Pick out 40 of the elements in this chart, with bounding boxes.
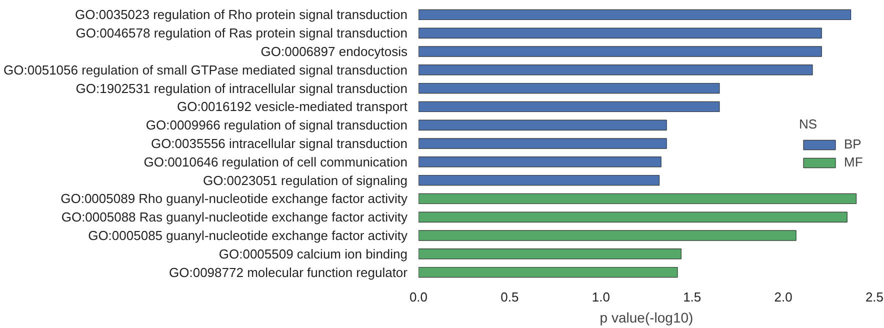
bar — [418, 101, 720, 112]
x-tick-label: 1.0 — [592, 290, 610, 304]
x-tick-label: 2.5 — [865, 290, 884, 304]
y-tick-label: GO:0016192 vesicle-mediated transport — [176, 99, 408, 114]
bar — [418, 248, 682, 260]
bar — [418, 266, 678, 278]
bar — [418, 174, 660, 186]
x-tick-label: 0.5 — [500, 290, 519, 304]
bar — [418, 28, 822, 38]
x-tick-label: 1.5 — [683, 290, 702, 304]
bar — [418, 138, 667, 149]
x-tick-label: 2.0 — [774, 290, 792, 304]
bar — [418, 230, 796, 241]
y-tick-label: GO:0005509 calcium ion binding — [218, 246, 408, 262]
y-tick-label: GO:0023051 regulation of signaling — [202, 172, 408, 188]
legend-title: NS — [799, 116, 818, 132]
bar — [418, 46, 822, 57]
y-tick-label: GO:0035023 regulation of Rho protein signal transduction — [75, 7, 408, 22]
y-tick-label: GO:0005085 guanyl-nucleotide exchange factor activity — [88, 228, 408, 243]
y-tick-label: GO:0005089 Rho guanyl-nucleotide exchange factor activity — [60, 191, 408, 206]
y-tick-label: GO:0010646 regulation of cell communication — [144, 154, 408, 170]
legend-label: BP — [844, 136, 862, 152]
x-axis-title: p value(-log10) — [600, 310, 694, 326]
bar — [418, 9, 852, 20]
y-tick-label: GO:0005088 Ras guanyl-nucleotide exchange factor activity — [61, 210, 408, 225]
bar — [418, 64, 813, 76]
y-tick-label: GO:0098772 molecular function regulator — [169, 264, 408, 280]
bar — [418, 193, 857, 204]
y-tick-label: GO:0051056 regulation of small GTPase mediated signal transduction — [4, 62, 408, 78]
y-tick-label: GO:0035556 intracellular signal transduction — [150, 136, 408, 151]
bar — [418, 156, 662, 168]
y-tick-label: GO:0006897 endocytosis — [260, 44, 408, 59]
bar — [418, 212, 848, 222]
bar — [418, 120, 667, 130]
y-tick-label: GO:0009966 regulation of signal transduction — [146, 118, 408, 133]
x-tick-label: 0.0 — [409, 290, 428, 304]
legend-label: MF — [844, 154, 864, 170]
bar — [418, 82, 720, 94]
y-tick-label: GO:0046578 regulation of Ras protein signal transduction — [76, 26, 408, 41]
y-tick-label: GO:1902531 regulation of intracellular signal transduction — [76, 80, 408, 96]
